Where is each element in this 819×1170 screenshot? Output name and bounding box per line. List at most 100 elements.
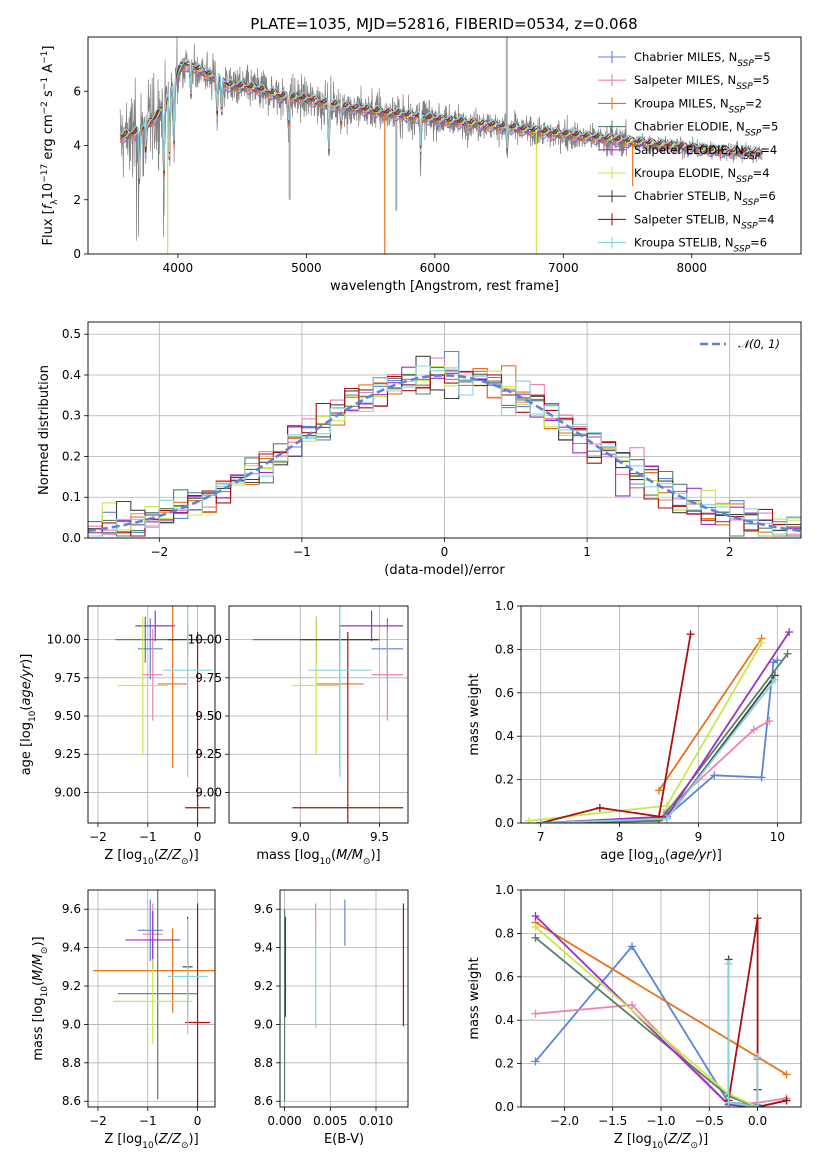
x-tick-label: 0.010 <box>359 1114 393 1128</box>
label-part: 10 <box>653 857 665 867</box>
label-part: =6 <box>750 236 767 250</box>
label-part: M/M <box>336 848 363 863</box>
y-tick-label: 0.2 <box>62 449 81 463</box>
label-part: −2 <box>40 101 50 114</box>
axes-frame <box>87 36 802 255</box>
label-part: ⊙ <box>40 947 50 955</box>
x-tick-label: 1 <box>583 545 591 559</box>
x-tick-label: 9 <box>695 830 703 844</box>
label-part: Kroupa MILES, N <box>634 96 729 110</box>
y-tick-label: 0.6 <box>495 970 514 984</box>
y-axis-label: mass [log10(M/M⊙)] <box>31 936 50 1060</box>
weight-line <box>658 637 763 792</box>
errorbar-point <box>137 899 163 962</box>
errorbar-point <box>115 616 176 663</box>
weight-series <box>536 675 779 823</box>
label-part: 10 <box>41 183 56 200</box>
plot-area-age_vs_mass <box>252 606 404 823</box>
gaussian-curve <box>88 374 801 533</box>
label-part: age/yr <box>670 848 713 863</box>
x-tick-label: −1.5 <box>598 1114 627 1128</box>
y-tick-label: 0.1 <box>62 490 81 504</box>
x-tick-label: 6000 <box>420 261 451 275</box>
x-tick-label: 0.0 <box>748 1114 767 1128</box>
label-part: ⊙ <box>363 857 371 867</box>
y-tick-label: 9.0 <box>254 1017 273 1031</box>
label-part: =6 <box>759 189 776 203</box>
axes-weight_vs_age: 7 8 9 10 0.0 0.2 0.4 0.6 0.8 1.0 mass weight age [l… <box>467 599 802 867</box>
label-part: Z/Z <box>158 848 182 863</box>
y-tick-label: 9.25 <box>195 747 222 761</box>
label-part: E(B-V) <box>324 1132 364 1147</box>
axes-weight_vs_Z: −2.0 −1.5 −1.0 −0.5 0.0 0.0 0.2 0.4 0.6 0.8 1.0 mas… <box>467 883 802 1151</box>
x-tick-label: 5000 <box>291 261 322 275</box>
y-tick-label: 0.6 <box>495 686 514 700</box>
label-part: λ <box>50 199 60 205</box>
legend-entry: Salpeter STELIB, NSSP=4 <box>634 212 775 231</box>
y-tick-label: 0.8 <box>495 926 514 940</box>
label-part: 10 <box>142 857 154 867</box>
label-part: =4 <box>758 212 775 226</box>
label-part: Flux [ <box>41 209 56 245</box>
axes-frame <box>520 605 802 824</box>
axes-age_vs_mass: 9.0 9.5 9.00 9.25 9.50 9.75 10.00 mass [log10(M… <box>188 605 409 867</box>
x-tick-label: −2 <box>89 830 107 844</box>
label-part: Z [log <box>614 1132 652 1147</box>
label-part: )] <box>19 654 34 664</box>
y-tick-label: 4 <box>73 139 81 153</box>
x-axis-label: (data-model)/error <box>384 563 505 578</box>
y-axis-label: mass weight <box>467 673 482 755</box>
x-tick-label: 8 <box>616 830 624 844</box>
label-part: −17 <box>40 164 50 183</box>
label-part: wavelength [Angstrom, rest frame] <box>330 279 559 294</box>
y-tick-label: 10.00 <box>188 633 222 647</box>
label-part: )] <box>31 936 46 946</box>
legend-gaussian: 𝒩(0, 1) <box>738 337 780 351</box>
model-spectrum <box>119 69 763 184</box>
axes-frame <box>87 605 216 824</box>
label-part: )] <box>189 848 199 863</box>
x-tick-label: 9.0 <box>291 830 310 844</box>
label-part: s <box>41 90 56 101</box>
x-axis-label: Z [log10(Z/Z⊙)] <box>104 1132 198 1151</box>
y-axis-label: Flux [fλ10−17 erg cm−2 s−1 A−1] <box>40 46 60 246</box>
label-part: =4 <box>753 166 770 180</box>
x-tick-label: −0.5 <box>695 1114 724 1128</box>
legend-entry: Kroupa STELIB, NSSP=6 <box>634 236 767 255</box>
label-part: Salpeter ELODIE, N <box>634 143 744 157</box>
y-tick-label: 9.6 <box>254 902 273 916</box>
plot-area-mass_vs_EBV <box>283 899 405 1102</box>
label-part: Chabrier STELIB, N <box>634 189 742 203</box>
label-part: ( <box>331 848 336 863</box>
y-tick-label: 9.50 <box>195 709 222 723</box>
x-axis-label: wavelength [Angstrom, rest frame] <box>330 279 559 294</box>
x-tick-label: 9.5 <box>370 830 389 844</box>
x-tick-label: 0 <box>441 545 449 559</box>
y-tick-label: 9.00 <box>54 785 81 799</box>
label-part: age [log <box>19 722 34 775</box>
y-tick-label: 9.75 <box>54 671 81 685</box>
axes-spectrum: 4000 5000 6000 7000 8000 0 2 4 6 wavelength [Angs… <box>40 36 802 294</box>
label-part: ( <box>19 706 34 711</box>
label-part: Chabrier MILES, N <box>634 50 737 64</box>
errorbar-point <box>185 631 211 823</box>
label-part: =5 <box>754 50 771 64</box>
y-tick-label: 1.0 <box>495 883 514 897</box>
label-part: Normed distribution <box>37 365 52 495</box>
label-part: SSP <box>741 221 758 231</box>
x-tick-label: 2 <box>726 545 734 559</box>
label-part: SSP <box>744 152 761 162</box>
x-tick-label: 0.000 <box>267 1114 301 1128</box>
weight-line <box>727 918 787 1107</box>
label-part: Chabrier ELODIE, N <box>634 120 745 134</box>
label-part: Kroupa ELODIE, N <box>634 166 736 180</box>
label-part: 10 <box>28 710 38 722</box>
y-tick-label: 9.25 <box>54 747 81 761</box>
legend-entry: Chabrier STELIB, NSSP=6 <box>634 189 776 208</box>
errorbar-point <box>137 618 163 680</box>
x-axis-label: E(B-V) <box>324 1132 364 1147</box>
y-tick-label: 9.2 <box>62 979 81 993</box>
weight-line <box>540 634 692 823</box>
